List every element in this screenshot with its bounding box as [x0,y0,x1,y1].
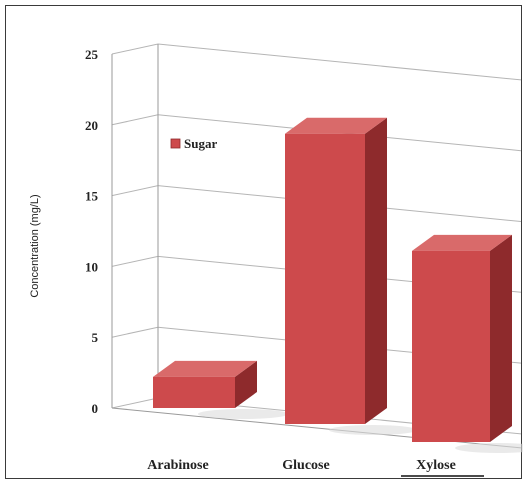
bar-top [153,360,257,377]
gridline-side [111,185,159,197]
x-tick-label: Xylose [416,458,456,473]
bar-glucose [285,117,417,435]
legend-swatch [170,138,181,149]
bar-chart: 0 5 10 15 20 25 Arabinose Glucose Xylose Sugar C… [29,43,523,477]
bar-side [490,234,512,442]
legend-label: Sugar [184,136,217,151]
x-tick-label: Arabinose [147,458,208,473]
gridline-side [111,397,159,409]
chart-frame: 0 5 10 15 20 25 Arabinose Glucose Xylose Sugar C… [5,5,523,479]
bars [153,117,523,453]
y-tick-label: 0 [92,401,99,416]
bar-front [285,133,365,424]
x-tick-label: Glucose [282,458,329,473]
y-axis-title: Concentration (mg/L) [29,194,41,297]
gridline-side [111,114,159,126]
labels: 0 5 10 15 20 25 Arabinose Glucose Xylose [85,47,484,477]
gridline-side [111,43,159,55]
gridline [157,43,522,81]
bar-xylose [412,234,523,453]
bar-shadow [455,443,523,453]
bar-front [153,376,235,408]
bar-side [365,117,387,424]
bar-top [412,234,512,251]
y-tick-label: 5 [92,330,99,345]
bar-shadow [197,409,289,419]
y-tick-label: 10 [85,259,98,274]
bar-front [412,250,490,442]
gridline-side [111,326,159,338]
bar-side [235,360,257,408]
bar-arabinose [153,360,289,419]
y-tick-label: 15 [85,189,99,204]
bar-top [285,117,387,134]
y-tick-label: 25 [85,47,99,62]
legend: Sugar [170,136,217,151]
y-tick-label: 20 [85,118,98,133]
bar-shadow [329,425,417,435]
gridline-side [111,255,159,267]
